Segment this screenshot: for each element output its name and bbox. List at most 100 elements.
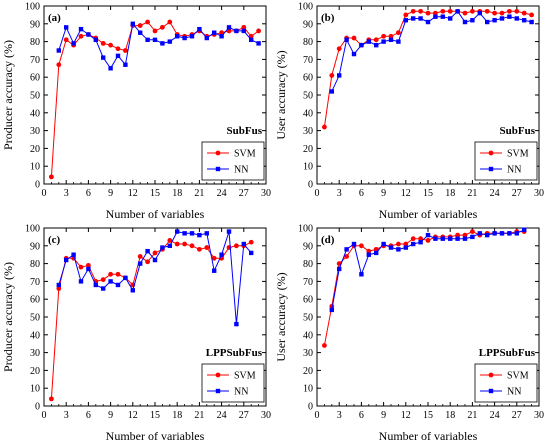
data-point-nn [462,19,468,25]
data-point-nn [455,236,460,241]
legend-label: NN [507,165,521,176]
data-point-nn [418,16,423,21]
legend-box [201,141,265,181]
data-point-nn [522,227,527,232]
legend-marker-nn [215,166,221,172]
data-point-nn [189,231,195,236]
y-tick-label: 10 [303,384,313,395]
data-point-svm [189,243,195,249]
y-tick-label: 80 [303,259,313,270]
data-point-nn [123,62,128,67]
data-point-svm [174,241,180,247]
data-point-svm [115,271,121,277]
data-point-svm [351,35,357,41]
data-point-nn [329,89,334,94]
x-tick-label: 9 [381,410,386,421]
chart-panel-a: 0 3 6 9 12 15 18 21 24 27 30 0 10 20 30 40 50 60 70 80 90 100… [1,2,271,222]
data-point-svm [137,23,143,28]
data-point-nn [249,250,254,256]
series-line-svm [323,10,532,128]
y-tick-label: 0 [308,402,313,413]
data-point-nn [123,275,128,281]
x-tick-label: 3 [337,188,342,199]
panel-label: (a) [48,12,61,24]
data-point-svm [100,277,106,283]
series-line-nn [58,22,259,70]
data-point-svm [462,232,468,238]
data-point-nn [433,14,438,19]
data-point-nn [182,231,187,236]
x-tick-label: 21 [467,410,477,421]
data-point-svm [470,229,475,234]
data-point-nn [115,53,121,59]
data-point-nn [234,321,239,327]
panel-label: (c) [48,234,61,246]
y-tick-label: 10 [30,384,40,395]
data-point-nn [411,16,416,21]
y-tick-label: 20 [303,366,313,377]
legend-box [474,141,538,181]
data-point-svm [521,10,527,16]
x-tick-label: 3 [337,410,342,421]
x-tick-label: 30 [534,188,544,199]
legend-marker-svm [488,150,494,156]
y-tick-label: 30 [303,348,313,359]
x-tick-label: 21 [194,410,204,421]
y-tick-label: 20 [30,366,40,377]
y-tick-label: 50 [303,91,313,102]
legend: SVM NN [474,363,538,403]
data-point-svm [499,10,505,16]
data-point-svm [160,24,165,30]
data-point-svm [248,33,254,39]
y-tick-label: 90 [303,241,313,252]
y-tick-label: 30 [303,126,313,137]
y-tick-label: 50 [303,313,313,324]
data-point-nn [167,39,172,44]
data-point-nn [204,35,209,41]
data-point-svm [388,33,394,39]
y-tick-label: 90 [303,19,313,30]
y-tick-label: 30 [30,126,40,137]
y-tick-label: 100 [25,2,40,13]
legend-marker-svm [488,372,494,378]
data-point-nn [381,241,386,247]
x-tick-label: 21 [194,188,204,199]
x-tick-label: 30 [261,410,271,421]
data-point-nn [425,19,431,25]
data-point-nn [108,279,113,284]
data-point-nn [485,232,490,238]
y-tick-label: 50 [30,91,40,102]
data-point-nn [396,39,401,44]
data-point-svm [145,19,151,25]
data-point-nn [411,241,416,247]
y-tick-label: 10 [303,162,313,173]
data-point-nn [440,14,445,19]
data-point-nn [403,245,408,250]
data-point-svm [322,343,327,348]
legend-marker-svm [215,372,221,378]
data-point-nn [448,16,453,21]
data-point-svm [108,271,113,277]
chart-panel-d: 0 3 6 9 12 15 18 21 24 27 30 0 10 20 30 40 50 60 70 80 90 100… [274,224,544,444]
data-point-nn [425,232,431,238]
x-axis-label: Number of variables [106,207,205,221]
y-tick-label: 0 [308,180,313,191]
data-point-nn [241,241,246,247]
legend-label: NN [507,387,521,398]
y-tick-label: 100 [25,224,40,235]
x-tick-label: 15 [423,410,433,421]
data-point-nn [344,247,349,252]
y-tick-label: 40 [303,330,313,341]
x-tick-label: 18 [172,410,182,421]
data-point-nn [152,37,158,43]
x-tick-label: 27 [239,188,249,199]
data-point-nn [337,266,342,272]
data-point-nn [86,266,91,272]
legend-box [474,363,538,403]
data-point-svm [56,286,62,291]
data-point-nn [101,55,106,60]
data-point-nn [388,37,394,43]
data-point-nn [175,229,180,234]
data-point-svm [440,8,446,14]
x-tick-label: 12 [128,410,138,421]
